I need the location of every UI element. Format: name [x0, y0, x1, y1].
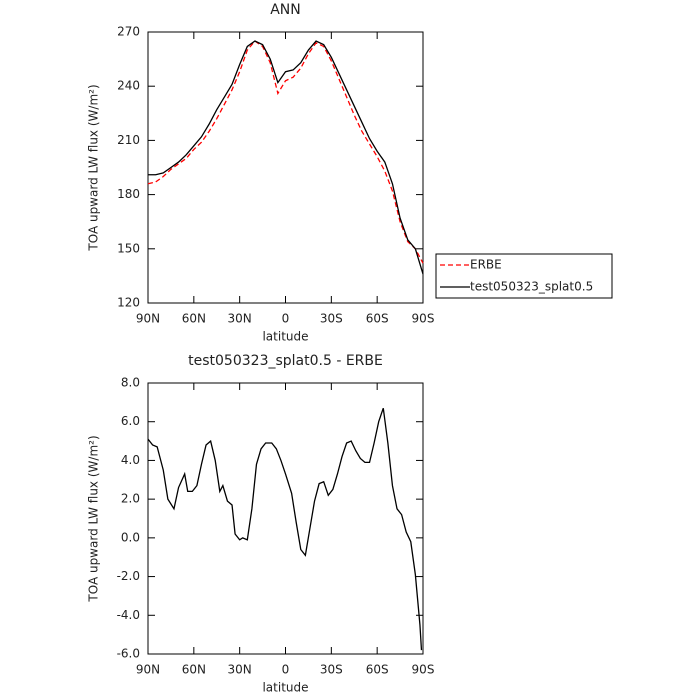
y-tick-label: 180 — [117, 187, 140, 201]
x-tick-label: 30S — [320, 663, 343, 677]
y-tick-label: -4.0 — [117, 608, 140, 622]
legend-label: ERBE — [470, 258, 502, 272]
y-tick-label: 4.0 — [121, 453, 140, 467]
y-tick-label: 120 — [117, 296, 140, 310]
x-tick-label: 60S — [366, 312, 389, 326]
x-tick-label: 30N — [228, 663, 252, 677]
legend-label: test050323_splat0.5 — [470, 280, 593, 294]
data-line — [148, 40, 424, 275]
y-axis-label: TOA upward LW flux (W/m²) — [87, 84, 101, 251]
x-tick-label: 30N — [228, 312, 252, 326]
y-tick-label: -6.0 — [117, 647, 140, 661]
x-tick-label: 90S — [412, 312, 435, 326]
x-tick-label: 60N — [182, 312, 206, 326]
plot-frame — [147, 382, 424, 655]
legend-box — [435, 253, 613, 299]
y-axis-label: TOA upward LW flux (W/m²) — [87, 435, 101, 602]
y-tick-label: 210 — [117, 133, 140, 147]
x-tick-label: 0 — [282, 663, 290, 677]
y-tick-label: 2.0 — [121, 492, 140, 506]
y-tick-label: 240 — [117, 79, 140, 93]
x-axis-label: latitude — [262, 330, 308, 344]
x-tick-label: 60N — [182, 663, 206, 677]
x-tick-label: 90N — [136, 312, 160, 326]
x-tick-label: 60S — [366, 663, 389, 677]
x-axis-label: latitude — [262, 681, 308, 695]
y-tick-label: 8.0 — [121, 376, 140, 390]
chart-title: test050323_splat0.5 - ERBE — [188, 353, 383, 369]
y-tick-label: 6.0 — [121, 414, 140, 428]
chart-title: ANN — [270, 2, 301, 18]
y-tick-label: 270 — [117, 25, 140, 39]
y-tick-label: -2.0 — [117, 569, 140, 583]
x-tick-label: 30S — [320, 312, 343, 326]
x-tick-label: 0 — [282, 312, 290, 326]
y-tick-label: 0.0 — [121, 530, 140, 544]
y-tick-label: 150 — [117, 241, 140, 255]
data-line — [147, 407, 423, 651]
x-tick-label: 90N — [136, 663, 160, 677]
x-tick-label: 90S — [412, 663, 435, 677]
data-line — [147, 40, 424, 264]
